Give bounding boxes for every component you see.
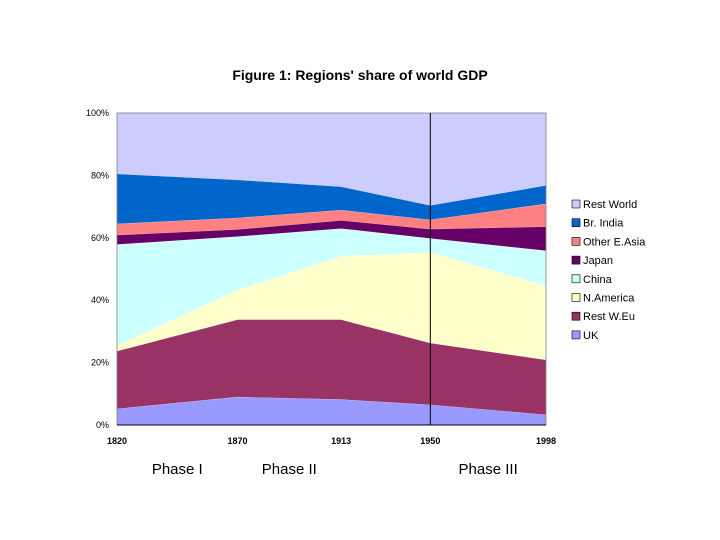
area-japan [117,220,546,251]
tick-labels: 0% 20% 40% 60% 80% 100% 1820 1870 1913 1950 1998 [86,108,556,446]
legend-swatch-rest-w-eu [571,311,581,321]
phase-annotations: Phase I Phase II Phase III [152,461,518,478]
legend-swatch-uk [571,330,581,340]
area-china [117,228,546,346]
y-tick-label: 60% [91,233,109,243]
legend-label-uk: UK [583,330,599,342]
phase-label: Phase I [152,461,203,478]
legend-label-other-e-asia: Other E.Asia [583,236,646,248]
phase-label: Phase II [262,461,317,478]
legend-swatch-japan [571,255,581,265]
x-tick-label: 1998 [536,436,556,446]
y-tick-label: 80% [91,170,109,180]
y-tick-label: 100% [86,108,109,118]
legend-swatch-br-india [571,218,581,227]
chart-title: Figure 1: Regions' share of world GDP [232,67,487,83]
area-n-america [117,252,546,360]
area-br-india [117,173,546,224]
legend-label-n-america: N.America [583,293,635,305]
x-tick-label: 1913 [331,436,351,446]
legend-swatch-other-e-asia [571,237,581,246]
legend-label-br-india: Br. India [583,218,624,230]
series-areas [116,112,547,425]
area-other-e-asia [117,203,546,235]
y-tick-label: 0% [96,420,109,430]
x-tick-label: 1820 [107,436,127,446]
area-uk [117,396,546,425]
legend-label-japan: Japan [583,255,613,267]
legend-swatch-n-america [571,293,581,302]
y-tick-label: 40% [91,295,109,305]
area-rest-w-eu [117,319,546,415]
x-tick-label: 1870 [227,436,247,446]
phase-label: Phase III [459,461,518,478]
legend-label-china: China [583,274,613,286]
legend: Rest World Br. India Other E.Asia Japan Chin… [571,199,646,342]
legend-label-rest-world: Rest World [583,199,637,211]
axes [116,112,547,426]
x-tick-label: 1950 [420,436,440,446]
y-tick-label: 20% [91,358,109,368]
legend-swatch-china [571,274,581,284]
area-rest-world [117,113,546,206]
legend-swatch-rest-world [571,199,581,209]
legend-label-rest-w-eu: Rest W.Eu [583,311,635,323]
